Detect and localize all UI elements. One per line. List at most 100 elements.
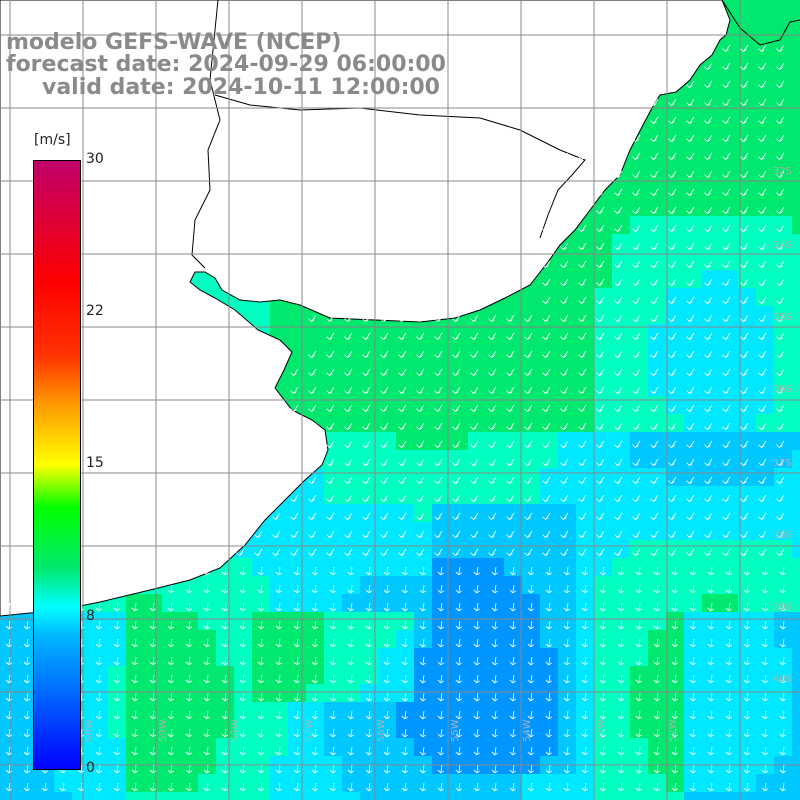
wind-arrow xyxy=(779,602,787,612)
field-cell xyxy=(612,738,630,756)
field-cell xyxy=(468,666,486,684)
field-cell xyxy=(504,360,522,378)
wind-arrow xyxy=(308,422,317,430)
field-cell xyxy=(774,90,792,108)
wind-arrow xyxy=(272,476,281,484)
field-cell xyxy=(594,288,612,306)
field-cell xyxy=(648,522,666,540)
field-cell xyxy=(774,360,792,378)
field-cell xyxy=(612,414,630,432)
wind-arrow xyxy=(668,62,677,70)
wind-arrow xyxy=(707,782,715,792)
field-cell xyxy=(432,342,450,360)
wind-arrow xyxy=(434,476,443,484)
field-cell xyxy=(702,720,720,738)
wind-arrow xyxy=(560,386,569,394)
wind-arrow xyxy=(203,746,211,756)
field-cell xyxy=(774,468,792,486)
field-cell xyxy=(18,792,36,800)
field-cell xyxy=(306,396,324,414)
wind-arrow xyxy=(455,764,463,774)
wind-arrow xyxy=(488,440,497,448)
wind-arrow xyxy=(365,746,373,756)
field-cell xyxy=(648,216,666,234)
wind-arrow xyxy=(776,530,785,538)
wind-arrow xyxy=(599,620,607,630)
field-cell xyxy=(648,342,666,360)
field-cell xyxy=(468,450,486,468)
wind-arrow xyxy=(257,782,265,792)
wind-arrow xyxy=(401,764,409,774)
field-cell xyxy=(738,774,756,792)
wind-arrow xyxy=(347,728,355,738)
field-cell xyxy=(630,432,648,450)
wind-arrow xyxy=(596,188,605,196)
wind-arrow xyxy=(671,710,679,720)
wind-arrow xyxy=(578,512,587,520)
wind-arrow xyxy=(398,512,407,520)
field-cell xyxy=(612,252,630,270)
wind-arrow xyxy=(596,206,605,214)
field-cell xyxy=(36,792,54,800)
field-cell xyxy=(594,270,612,288)
wind-arrow xyxy=(542,296,551,304)
field-cell xyxy=(630,522,648,540)
wind-arrow xyxy=(668,530,677,538)
wind-arrow xyxy=(470,440,479,448)
field-cell xyxy=(18,612,36,630)
wind-arrow xyxy=(272,512,281,520)
field-cell xyxy=(90,774,108,792)
wind-arrow xyxy=(275,584,283,594)
wind-arrow xyxy=(614,404,623,412)
wind-arrow xyxy=(131,620,139,630)
field-cell xyxy=(252,594,270,612)
wind-arrow xyxy=(524,422,533,430)
wind-arrow xyxy=(275,674,283,684)
wind-arrow xyxy=(740,188,749,196)
wind-arrow xyxy=(560,260,569,268)
wind-arrow xyxy=(149,674,157,684)
wind-arrow xyxy=(725,656,733,666)
wind-arrow xyxy=(203,710,211,720)
field-cell xyxy=(756,468,774,486)
field-cell xyxy=(306,540,324,558)
wind-arrow xyxy=(308,386,317,394)
wind-arrow xyxy=(236,530,245,538)
field-cell xyxy=(756,72,774,90)
field-cell xyxy=(540,648,558,666)
wind-arrow xyxy=(347,692,355,702)
field-cell xyxy=(756,18,774,36)
wind-arrow xyxy=(578,170,587,178)
wind-arrow xyxy=(545,746,553,756)
wind-arrow xyxy=(365,692,373,702)
wind-arrow xyxy=(545,764,553,774)
wind-arrow xyxy=(257,584,265,594)
field-cell xyxy=(540,378,558,396)
field-cell xyxy=(450,486,468,504)
wind-arrow xyxy=(113,656,121,666)
field-cell xyxy=(666,90,684,108)
field-cell xyxy=(504,702,522,720)
field-cell xyxy=(306,774,324,792)
wind-arrow xyxy=(23,710,31,720)
wind-arrow xyxy=(383,656,391,666)
field-cell xyxy=(486,522,504,540)
field-cell xyxy=(522,306,540,324)
wind-arrow xyxy=(671,584,679,594)
field-cell xyxy=(162,612,180,630)
field-cell xyxy=(126,684,144,702)
wind-arrow xyxy=(347,782,355,792)
wind-arrow xyxy=(473,782,481,792)
wind-arrow xyxy=(275,692,283,702)
field-cell xyxy=(612,396,630,414)
wind-arrow xyxy=(650,440,659,448)
wind-arrow xyxy=(41,782,49,792)
wind-arrow xyxy=(578,224,587,232)
wind-arrow xyxy=(743,692,751,702)
field-cell xyxy=(378,594,396,612)
wind-arrow xyxy=(113,782,121,792)
wind-arrow xyxy=(671,782,679,792)
field-cell xyxy=(648,414,666,432)
wind-arrow xyxy=(743,710,751,720)
wind-arrow xyxy=(329,584,337,594)
